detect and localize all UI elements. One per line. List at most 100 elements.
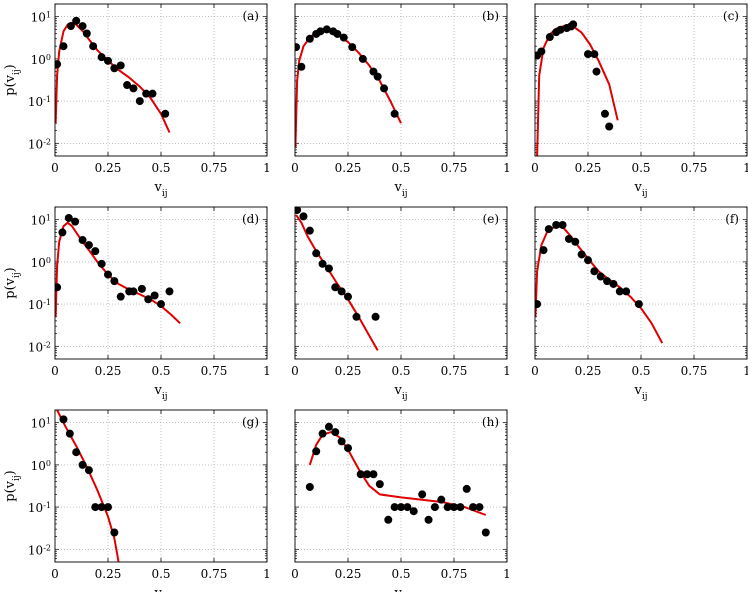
data-point (123, 81, 132, 90)
data-point (305, 34, 314, 43)
data-point (356, 470, 365, 479)
y-tick-label: 101 (31, 416, 51, 431)
data-point (358, 54, 367, 63)
data-point (569, 20, 578, 29)
x-tick-label: 0.5 (391, 567, 410, 581)
data-point (82, 29, 91, 38)
x-tick-label: 0.5 (391, 364, 410, 378)
panel-label: (f) (725, 212, 739, 226)
data-point (544, 225, 553, 234)
plot-frame (294, 206, 508, 360)
panel-d: (d) 0 0.25 0.5 0.75 1 vij 101 100 10-1 10-2 p(vij) (3, 206, 271, 402)
data-point (469, 503, 478, 512)
data-point (397, 503, 405, 512)
fit-curve (55, 221, 181, 325)
data-point (64, 213, 73, 222)
panel-label: (c) (723, 9, 739, 23)
data-point (552, 220, 561, 229)
data-point (556, 25, 565, 34)
x-axis-label: vij (393, 180, 407, 199)
data-point (537, 47, 546, 56)
data-point (157, 300, 165, 309)
data-point (615, 287, 624, 296)
x-axis-label: vij (153, 180, 167, 199)
data-point (539, 246, 548, 255)
data-point (55, 60, 62, 69)
data-point (91, 247, 100, 256)
data-point (409, 507, 418, 516)
x-tick-label: 0.75 (681, 161, 708, 175)
data-point (312, 447, 321, 456)
data-point (129, 287, 138, 296)
x-axis-label: vij (633, 180, 647, 199)
panel-label: (d) (242, 212, 259, 226)
data-point (609, 279, 618, 288)
x-tick-label: 0.5 (631, 161, 650, 175)
panel-label: (b) (482, 9, 499, 23)
data-point (318, 259, 327, 268)
data-point (110, 277, 119, 286)
y-axis-label: p(vij) (3, 267, 22, 299)
data-point (104, 270, 112, 279)
panel-label: (a) (242, 9, 259, 23)
data-point (564, 234, 573, 243)
data-point (324, 264, 333, 273)
data-point (66, 22, 75, 31)
panel-label: (h) (482, 415, 499, 429)
data-point (72, 448, 81, 457)
data-point (58, 228, 67, 237)
y-axis-label: p(vij) (3, 64, 22, 96)
x-tick-label: 0.25 (335, 364, 362, 378)
data-point (558, 220, 567, 229)
data-point (72, 16, 81, 25)
fit-curve (308, 431, 487, 516)
x-tick-label: 0 (51, 161, 59, 175)
x-tick-label: 0.5 (391, 161, 410, 175)
panel-c: (c) 0 0.25 0.5 0.75 1 vij (531, 3, 748, 199)
x-tick-label: 0.25 (575, 364, 602, 378)
data-point (590, 267, 599, 276)
data-point (104, 56, 112, 65)
y-tick-label: 10-2 (28, 137, 51, 152)
data-point (161, 109, 170, 118)
x-tick-label: 0.25 (335, 567, 362, 581)
x-tick-label: 0.25 (95, 364, 122, 378)
plot-frame (294, 3, 508, 157)
x-tick-label: 1 (743, 161, 748, 175)
x-tick-label: 0.25 (335, 161, 362, 175)
data-point (475, 503, 484, 512)
data-point (135, 97, 144, 106)
y-tick-label: 10-1 (28, 298, 51, 313)
panel-g: (g) 0 0.25 0.5 0.75 1 vij 101 100 10-1 10-2 p(vij) (3, 409, 271, 592)
data-point (312, 249, 321, 258)
data-point (55, 283, 62, 292)
panel-a: (a) 0 0.25 0.5 0.75 1 vij 101 100 10-1 10-2 p(vij) (3, 3, 271, 199)
data-point (305, 226, 314, 235)
data-point (91, 503, 100, 512)
data-point (450, 503, 458, 512)
panel-label: (g) (242, 415, 259, 429)
y-tick-label: 101 (31, 10, 51, 25)
data-point (144, 295, 153, 304)
y-tick-label: 10-2 (28, 340, 51, 355)
y-tick-label: 10-2 (28, 543, 51, 558)
data-point (390, 109, 399, 118)
y-tick-label: 10-1 (28, 95, 51, 110)
x-tick-label: 0.75 (441, 567, 468, 581)
data-point (89, 42, 98, 51)
data-point (59, 42, 68, 51)
data-point (331, 283, 340, 292)
data-point (371, 312, 380, 321)
data-point (577, 250, 586, 259)
data-point (110, 528, 119, 537)
data-point (348, 43, 357, 52)
x-tick-label: 0 (291, 364, 299, 378)
data-point (333, 29, 342, 38)
x-tick-label: 0 (291, 161, 299, 175)
data-point (390, 503, 399, 512)
data-point (373, 72, 382, 81)
data-point (535, 300, 542, 309)
data-point (592, 67, 601, 76)
x-tick-label: 0.75 (681, 364, 708, 378)
